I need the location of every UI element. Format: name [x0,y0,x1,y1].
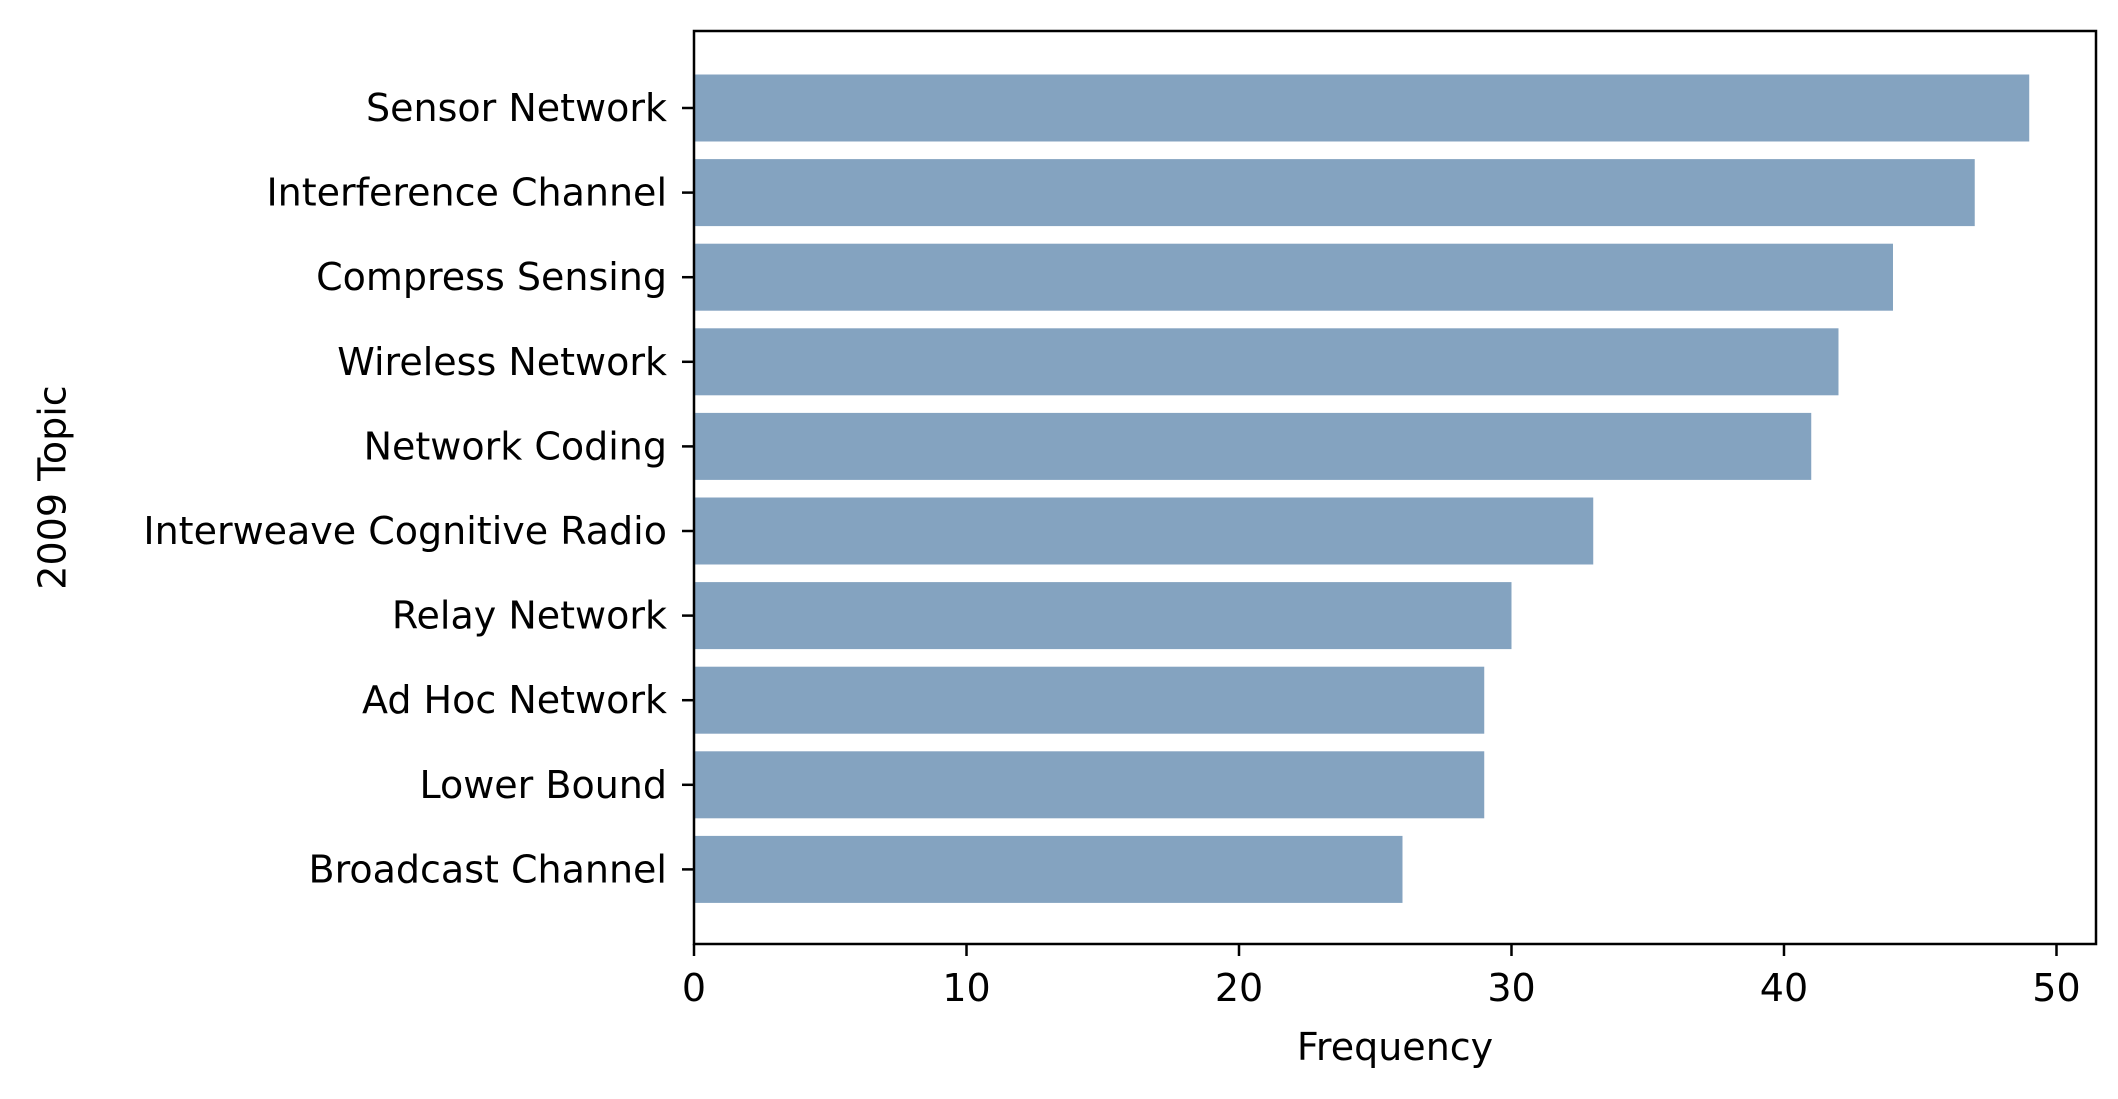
bar [694,328,1839,396]
y-tick-label: Ad Hoc Network [362,678,667,722]
x-tick-label: 20 [1215,966,1263,1010]
bar [694,751,1485,819]
y-tick-label: Interference Channel [266,171,667,215]
bar [694,74,2030,142]
y-axis-title: 2009 Topic [31,385,75,589]
x-tick-label: 0 [682,966,706,1010]
bar [694,666,1485,734]
x-tick-label: 40 [1760,966,1808,1010]
y-tick-label: Network Coding [364,424,667,468]
x-axis-title: Frequency [1297,1025,1493,1069]
y-axis-ticks: Sensor Network Interference Channel Compre… [143,86,694,891]
bar [694,243,1893,311]
bar [694,159,1975,227]
bars-group [694,74,2030,903]
y-tick-label: Interweave Cognitive Radio [143,509,667,553]
bar [694,497,1594,565]
x-axis-ticks: 0 10 20 30 40 50 [682,944,2081,1010]
bar [694,835,1403,903]
bar [694,412,1812,480]
y-tick-label: Relay Network [392,594,667,638]
y-tick-label: Lower Bound [419,763,667,807]
plot-area-frame [692,29,2098,946]
y-tick-label: Broadcast Channel [309,847,667,891]
y-tick-label: Wireless Network [337,340,667,384]
y-tick-label: Sensor Network [366,86,667,130]
x-tick-label: 30 [1487,966,1535,1010]
x-tick-label: 50 [2032,966,2080,1010]
y-tick-label: Compress Sensing [316,255,667,299]
bar [694,582,1512,650]
x-tick-label: 10 [942,966,990,1010]
